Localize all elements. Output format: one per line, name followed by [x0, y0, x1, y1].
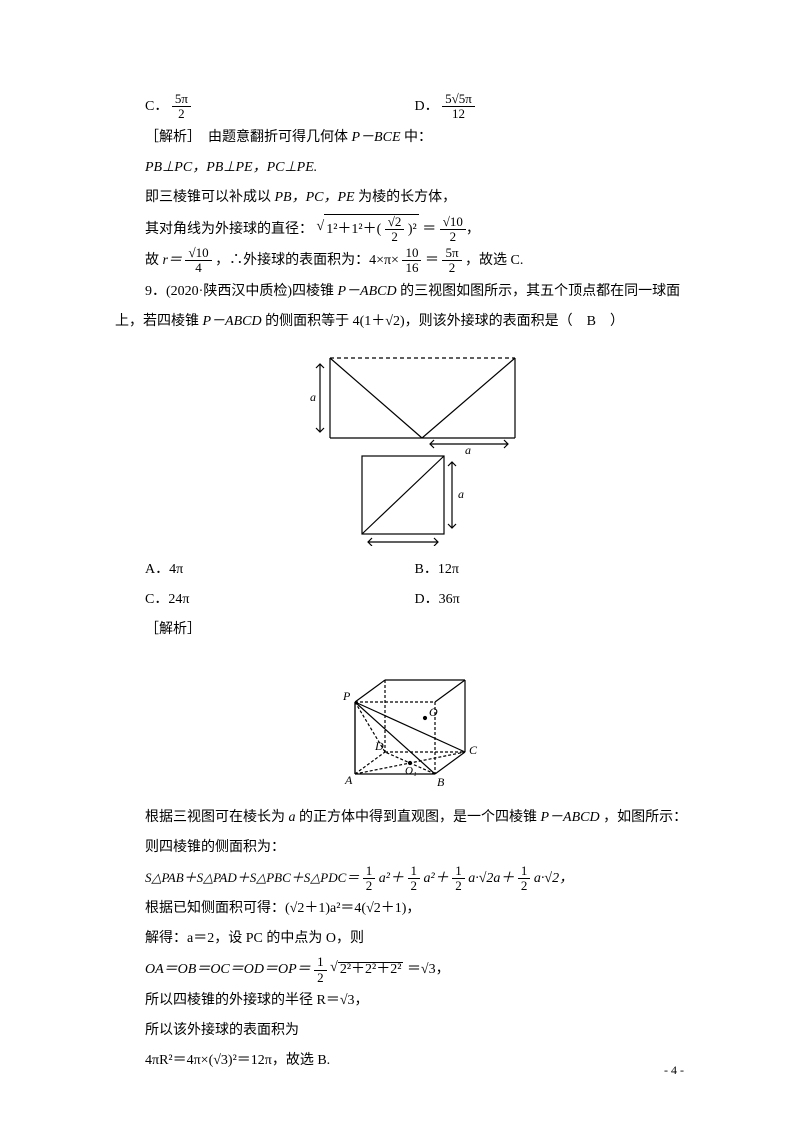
fig1-a1: a [310, 390, 316, 404]
three-views-figure: a a a a [145, 346, 684, 546]
opt-c-frac: 5π 2 [172, 92, 191, 122]
opt-d-frac: 5√5π 12 [442, 92, 475, 122]
q8-explain-5: 故 r＝ √104 ，∴外接球的表面积为：4×π× 1016 ＝ 5π2 ，故选… [145, 246, 684, 276]
q9-sol-5: 解得：a＝2，设 PC 的中点为 O，则 [145, 925, 684, 953]
q9-sol-8: 所以该外接球的表面积为 [145, 1017, 684, 1045]
lbl-D: D [374, 739, 384, 753]
q8-explain-3: 即三棱锥可以补成以 PB，PC，PE 为棱的长方体， [145, 184, 684, 212]
diam-sqrt: 1²＋1²＋( √22 )² [324, 214, 419, 245]
page-number: - 4 - [664, 1063, 684, 1078]
opt-c2: C．24π [145, 586, 415, 614]
opt-c-label: C． [145, 99, 168, 114]
lbl-O: O [429, 705, 438, 719]
q9-options-1: A．4π B．12π [145, 556, 684, 584]
opt-a: A．4π [145, 556, 415, 584]
q9-stem-2: 上，若四棱锥 P－ABCD 的侧面积等于 4(1＋√2)，则该外接球的表面积是（… [115, 308, 684, 336]
cube-figure: P A B C D O O₁ [145, 654, 684, 794]
fig1-a2: a [465, 443, 471, 457]
lbl-O1: O₁ [405, 765, 417, 777]
lbl-A: A [344, 773, 353, 787]
opt-d: D． 5√5π 12 [415, 92, 685, 122]
q8-explain-1: ［解析］ 由题意翻折可得几何体 P－BCE 中： [145, 124, 684, 152]
q9-sol-3: S△PAB＋S△PAD＋S△PBC＋S△PDC＝ 12 a²＋ 12 a²＋ 1… [145, 864, 684, 894]
q9-sol-1: 根据三视图可在棱长为 a 的正方体中得到直观图，是一个四棱锥 P－ABCD ，如… [145, 804, 684, 832]
opt-d-label: D． [415, 99, 439, 114]
q9-sol-7: 所以四棱锥的外接球的半径 R＝√3， [145, 987, 684, 1015]
fig1-a4: a [400, 541, 406, 546]
q9-sol-9: 4πR²＝4π×(√3)²＝12π，故选 B. [145, 1047, 684, 1075]
lbl-C: C [469, 743, 478, 757]
lbl-B: B [437, 775, 445, 789]
opt-c: C． 5π 2 [145, 92, 415, 122]
q9-sol-4: 根据已知侧面积可得：(√2＋1)a²＝4(√2＋1)， [145, 895, 684, 923]
q9-stem-1: 9．(2020·陕西汉中质检)四棱锥 P－ABCD 的三视图如图所示，其五个顶点… [145, 278, 684, 306]
q9-sol-6: OA＝OB＝OC＝OD＝OP＝ 12 √2²＋2²＋2² ＝√3， [145, 955, 684, 985]
fig1-a3: a [458, 487, 464, 501]
lbl-P: P [342, 689, 351, 703]
opt-d2: D．36π [415, 586, 685, 614]
q8-options: C． 5π 2 D． 5√5π 12 [145, 92, 684, 122]
q8-explain-4: 其对角线为外接球的直径： √ 1²＋1²＋( √22 )² ＝ √102， [145, 214, 684, 245]
q8-explain-2: PB⊥PC，PB⊥PE，PC⊥PE. [145, 154, 684, 182]
q9-explain-tag: ［解析］ [145, 616, 684, 644]
q9-options-2: C．24π D．36π [145, 586, 684, 614]
q9-sol-2: 则四棱锥的侧面积为： [145, 834, 684, 862]
opt-b: B．12π [415, 556, 685, 584]
